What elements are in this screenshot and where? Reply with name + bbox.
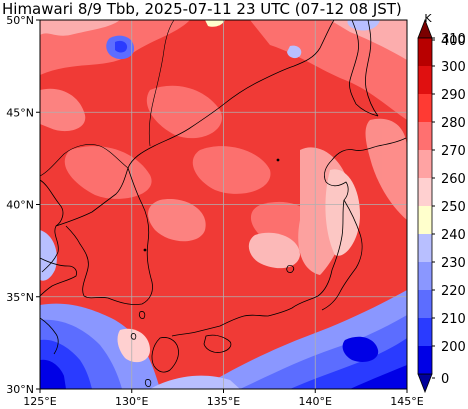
colorbar-level-label: 310 bbox=[441, 32, 466, 47]
lon-tick-label: 145°E bbox=[390, 395, 423, 408]
map-panel bbox=[40, 20, 407, 389]
colorbar-unit: K bbox=[424, 12, 432, 25]
lat-tick-label: 50°N bbox=[6, 14, 34, 27]
colorbar-segment bbox=[418, 178, 432, 206]
colorbar-segment bbox=[418, 290, 432, 318]
cold-cloud-southeast bbox=[150, 290, 407, 389]
coastlines bbox=[40, 20, 407, 387]
lat-tick-label: 40°N bbox=[6, 199, 34, 212]
colorbar-segment bbox=[418, 66, 432, 94]
colorbar-segment bbox=[418, 234, 432, 262]
colorbar-segment bbox=[418, 94, 432, 122]
colorbar-level-label: 200 bbox=[441, 340, 466, 355]
colorbar-level-label: 220 bbox=[441, 284, 466, 299]
colorbar-level-label: 210 bbox=[441, 312, 466, 327]
colorbar-segment bbox=[418, 122, 432, 150]
colorbar-level-label: 0 bbox=[441, 372, 449, 387]
colorbar-level-label: 300 bbox=[441, 60, 466, 75]
colorbar-segment bbox=[418, 150, 432, 178]
cold-cloud-north bbox=[106, 20, 380, 60]
lat-tick-label: 35°N bbox=[6, 291, 34, 304]
colorbar-level-label: 250 bbox=[441, 200, 466, 215]
dot-marker bbox=[143, 248, 147, 252]
latitude-axis: 30°N 35°N 40°N 45°N 50°N bbox=[6, 14, 40, 396]
colorbar-segment bbox=[418, 38, 432, 66]
country-borders bbox=[40, 20, 175, 177]
lat-tick-label: 45°N bbox=[6, 106, 34, 119]
colorbar-level-label: 240 bbox=[441, 228, 466, 243]
colorbar-segment bbox=[418, 206, 432, 234]
colorbar-level-label: 260 bbox=[441, 172, 466, 187]
longitude-axis: 125°E 130°E 135°E 140°E 145°E bbox=[23, 389, 424, 408]
cloud-texture bbox=[40, 20, 407, 275]
map-title: Himawari 8/9 Tbb, 2025-07-11 23 UTC (07-… bbox=[2, 0, 402, 18]
dot-marker bbox=[276, 158, 280, 162]
colorbar-level-label: 270 bbox=[441, 144, 466, 159]
colorbar-extend-bottom bbox=[417, 373, 433, 394]
colorbar-segment bbox=[418, 318, 432, 346]
lon-tick-label: 125°E bbox=[23, 395, 56, 408]
colorbar-segment bbox=[418, 262, 432, 290]
lat-lon-grid bbox=[40, 20, 407, 389]
colorbar-segment bbox=[418, 346, 432, 374]
colorbar-level-label: 280 bbox=[441, 116, 466, 131]
lat-tick-label: 30°N bbox=[6, 383, 34, 396]
colorbar-level-label: 230 bbox=[441, 256, 466, 271]
cold-cloud-southwest bbox=[40, 230, 160, 389]
colorbar-level-label: 400 bbox=[441, 34, 466, 49]
lon-tick-label: 140°E bbox=[299, 395, 332, 408]
colorbar-level-label: 290 bbox=[441, 88, 466, 103]
lon-tick-label: 135°E bbox=[207, 395, 240, 408]
lon-tick-label: 130°E bbox=[115, 395, 148, 408]
